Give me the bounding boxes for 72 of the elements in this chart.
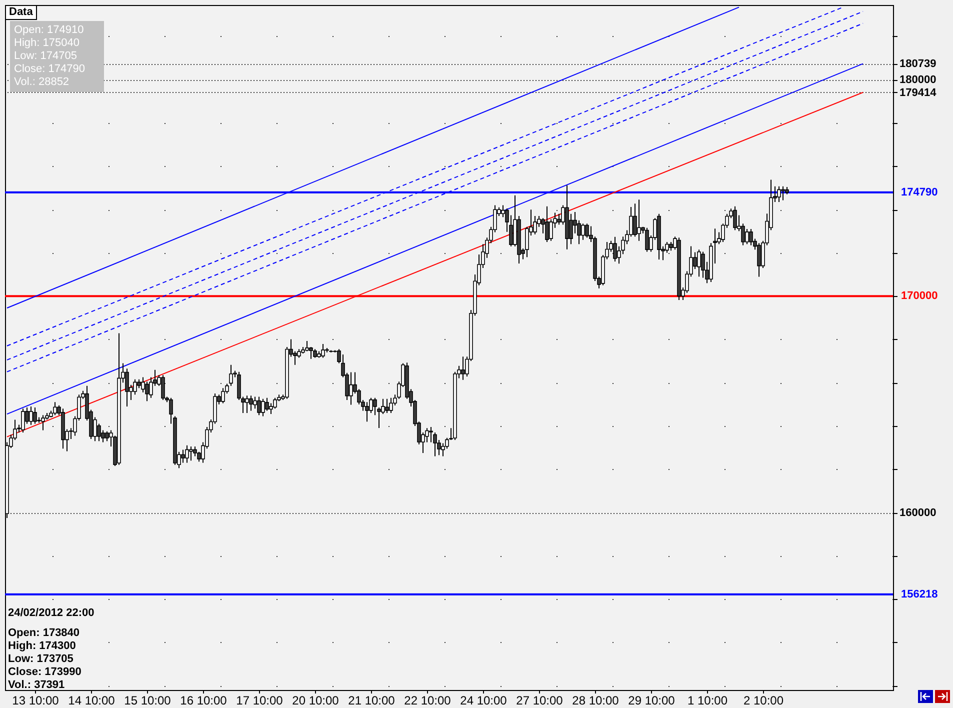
- candlestick: [53, 402, 57, 416]
- annotation: High: 175040: [14, 37, 80, 50]
- candlestick: [41, 414, 45, 431]
- x-tick-label: 28 10:00: [572, 694, 620, 708]
- x-tick-label: 1 10:00: [687, 694, 728, 708]
- candlestick: [733, 206, 737, 231]
- candlestick: [389, 397, 393, 414]
- candlestick: [185, 444, 189, 464]
- x-tick-label: 15 10:00: [124, 694, 172, 708]
- annotation: 24/02/2012 22:00: [8, 607, 94, 620]
- x-tick-label: 13 10:00: [12, 694, 60, 708]
- candlestick: [181, 449, 185, 464]
- candlestick: [385, 398, 389, 414]
- candlestick: [253, 396, 257, 410]
- candlestick: [745, 228, 749, 245]
- annotation: Data: [9, 6, 33, 19]
- x-tick-label: 17 10:00: [236, 694, 284, 708]
- candlestick: [757, 242, 761, 278]
- candlestick: [305, 340, 309, 352]
- candlestick: [633, 203, 637, 238]
- y-tick-label: 160000: [900, 507, 936, 520]
- annotation: Vol.: 28852: [14, 76, 70, 89]
- candlestick: [221, 388, 225, 404]
- candlestick: [245, 395, 249, 414]
- candlestick: [265, 397, 269, 412]
- candlestick: [749, 228, 753, 246]
- candlestick: [29, 406, 33, 426]
- candlestick: [697, 249, 701, 278]
- x-tick-label: 22 10:00: [404, 694, 452, 708]
- ref-line-label: 156218: [901, 588, 938, 600]
- candlestick: [581, 223, 585, 240]
- y-tick-label: 180000: [900, 74, 936, 86]
- candlestick: [249, 395, 253, 412]
- candlestick: [777, 186, 781, 202]
- annotation: Open: 173840: [8, 627, 81, 640]
- y-tick-label: 180739: [900, 58, 936, 70]
- candlestick: [145, 381, 149, 402]
- x-tick-label: 29 10:00: [628, 694, 676, 708]
- candlestick: [545, 206, 549, 242]
- candlestick: [21, 408, 25, 433]
- candlestick: [261, 398, 265, 417]
- annotation: Open: 174910: [14, 24, 85, 37]
- annotation: Close: 174790: [14, 63, 86, 76]
- candlestick: [637, 199, 641, 242]
- ref-line-label: 174790: [901, 186, 938, 198]
- annotation: Low: 173705: [8, 653, 74, 666]
- x-tick-label: 21 10:00: [348, 694, 396, 708]
- annotation: High: 174300: [8, 640, 77, 653]
- candlestick: [189, 446, 193, 462]
- annotation: Low: 174705: [14, 50, 78, 63]
- candlestick: [585, 223, 589, 238]
- annotation: Close: 173990: [8, 666, 82, 679]
- candlestick: [373, 397, 377, 416]
- x-tick-label: 2 10:00: [743, 694, 784, 708]
- x-tick-label: 20 10:00: [292, 694, 340, 708]
- candlestick: [97, 423, 101, 442]
- x-tick-label: 24 10:00: [460, 694, 508, 708]
- ref-line-label: 170000: [901, 290, 938, 302]
- annotation: Vol.: 37391: [8, 679, 66, 692]
- candlestick: [349, 372, 353, 406]
- candlestick: [461, 356, 465, 380]
- candlestick: [257, 396, 261, 416]
- x-tick-label: 14 10:00: [68, 694, 116, 708]
- candlestick: [645, 227, 649, 252]
- x-tick-label: 16 10:00: [180, 694, 228, 708]
- candlestick: [365, 402, 369, 422]
- x-tick-label: 27 10:00: [516, 694, 564, 708]
- candlestick: [33, 407, 37, 424]
- candlestick: [429, 426, 433, 443]
- candlestick: [321, 343, 325, 358]
- y-tick-label: 179414: [900, 86, 938, 99]
- candlestick: [781, 186, 785, 201]
